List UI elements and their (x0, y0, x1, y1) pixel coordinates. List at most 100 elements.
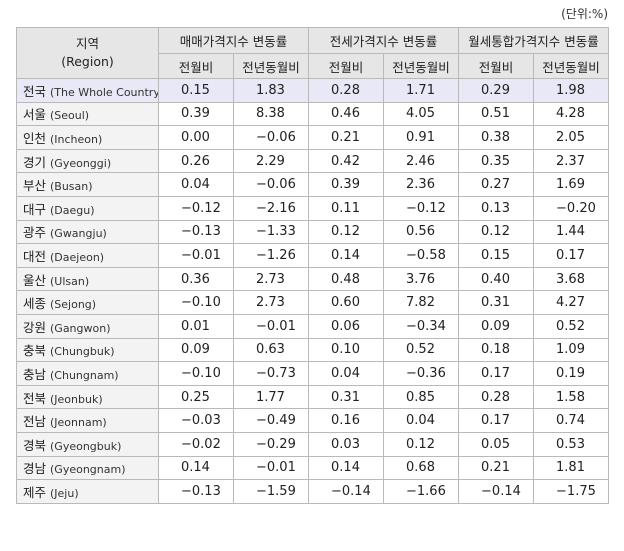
region-name-ko: 전남 (23, 414, 47, 430)
value-cell: 0.06 (308, 313, 385, 339)
value-cell: −0.12 (383, 195, 460, 221)
region-name-en: (Busan) (50, 180, 93, 194)
value-cell: 8.38 (232, 101, 310, 127)
value-cell: 2.73 (232, 290, 310, 315)
value-cell: 0.46 (308, 101, 385, 127)
region-name-en: (The Whole Country) (50, 85, 159, 99)
value-cell: −1.33 (232, 219, 310, 245)
value-cell: 0.14 (308, 243, 385, 268)
value-cell: 0.11 (308, 195, 385, 221)
region-name-en: (Jeonbuk) (50, 392, 103, 406)
value-cell: 0.12 (383, 431, 460, 457)
value-cell: 2.37 (533, 148, 610, 174)
value-cell: 0.52 (533, 313, 610, 339)
unit-label: (단위:%) (561, 7, 608, 21)
region-name-ko: 강원 (23, 319, 47, 335)
value-cell: −1.59 (232, 479, 310, 504)
table-row: 충북 (Chungbuk) 0.09 0.63 0.10 0.52 0.18 1.09 (16, 337, 610, 363)
value-cell: 2.29 (232, 148, 310, 174)
table-row: 제주 (Jeju) −0.13 −1.59 −0.14 −1.66 −0.14 −1.75 (16, 479, 610, 504)
region-cell: 충남 (Chungnam) (16, 361, 159, 386)
value-cell: −0.58 (383, 243, 460, 268)
value-cell: −1.66 (383, 479, 460, 504)
value-cell: −0.49 (232, 408, 310, 433)
value-cell: 0.21 (458, 455, 535, 481)
value-cell: 0.00 (158, 125, 234, 150)
region-name-ko: 경남 (23, 461, 47, 477)
value-cell: 0.05 (458, 431, 535, 457)
value-cell: 0.04 (383, 408, 460, 433)
value-cell: 0.15 (458, 243, 535, 268)
value-cell: 0.91 (383, 125, 460, 150)
value-cell: −0.01 (232, 313, 310, 339)
region-header-ko: 지역 (75, 36, 99, 51)
value-cell: −0.13 (158, 219, 234, 245)
value-cell: 2.05 (533, 125, 610, 150)
table-row: 대전 (Daejeon) −0.01 −1.26 0.14 −0.58 0.15 0.17 (16, 243, 610, 268)
value-cell: 0.16 (308, 408, 385, 433)
value-cell: 7.82 (383, 290, 460, 315)
table-row: 전북 (Jeonbuk) 0.25 1.77 0.31 0.85 0.28 1.58 (16, 384, 610, 410)
region-name-en: (Gyeongbuk) (50, 439, 122, 453)
value-cell: −0.14 (308, 479, 385, 504)
region-cell: 서울 (Seoul) (16, 101, 159, 127)
value-cell: 0.35 (458, 148, 535, 174)
region-cell: 부산 (Busan) (16, 172, 159, 197)
value-cell: 0.10 (308, 337, 385, 363)
region-name-en: (Gangwon) (50, 321, 111, 335)
value-cell: 0.60 (308, 290, 385, 315)
table-row: 강원 (Gangwon) 0.01 −0.01 0.06 −0.34 0.09 0.52 (16, 313, 610, 339)
value-cell: 1.44 (533, 219, 610, 245)
value-cell: −0.34 (383, 313, 460, 339)
region-name-ko: 전국 (23, 83, 47, 99)
region-name-en: (Daegu) (50, 203, 95, 217)
value-cell: 0.17 (458, 361, 535, 386)
table-row: 경기 (Gyeonggi) 0.26 2.29 0.42 2.46 0.35 2.37 (16, 148, 610, 174)
value-cell: 0.01 (158, 313, 234, 339)
value-cell: −0.36 (383, 361, 460, 386)
value-cell: −0.03 (158, 408, 234, 433)
value-cell: 0.18 (458, 337, 535, 363)
value-cell: 1.09 (533, 337, 610, 363)
region-name-ko: 대구 (23, 201, 47, 217)
value-cell: 1.81 (533, 455, 610, 481)
group-header-jeonse: 전세가격지수 변동률 (308, 27, 460, 54)
value-cell: 0.21 (308, 125, 385, 150)
value-cell: −0.06 (232, 172, 310, 197)
value-cell: 1.98 (533, 78, 610, 103)
subcol-header: 전년동월비 (383, 53, 460, 79)
value-cell: 1.77 (232, 384, 310, 410)
value-cell: 0.27 (458, 172, 535, 197)
table-row: 광주 (Gwangju) −0.13 −1.33 0.12 0.56 0.12 1.44 (16, 219, 610, 245)
value-cell: 4.28 (533, 101, 610, 127)
value-cell: 0.48 (308, 266, 385, 292)
value-cell: 0.51 (458, 101, 535, 127)
value-cell: 0.03 (308, 431, 385, 457)
subcol-header: 전월비 (308, 53, 385, 79)
group-header-monthly-rent: 월세통합가격지수 변동률 (458, 27, 610, 54)
value-cell: 0.31 (308, 384, 385, 410)
value-cell: 0.74 (533, 408, 610, 433)
region-cell: 전남 (Jeonnam) (16, 408, 159, 433)
value-cell: 0.15 (158, 78, 234, 103)
region-name-en: (Gyeongnam) (50, 463, 126, 477)
value-cell: −0.13 (158, 479, 234, 504)
region-cell: 경북 (Gyeongbuk) (16, 431, 159, 457)
region-cell: 충북 (Chungbuk) (16, 337, 159, 363)
region-name-ko: 광주 (23, 225, 47, 241)
region-cell: 강원 (Gangwon) (16, 313, 159, 339)
value-cell: 0.09 (158, 337, 234, 363)
region-name-en: (Jeju) (50, 486, 79, 500)
value-cell: −1.26 (232, 243, 310, 268)
value-cell: 1.83 (232, 78, 310, 103)
region-cell: 울산 (Ulsan) (16, 266, 159, 292)
value-cell: 2.73 (232, 266, 310, 292)
value-cell: 0.40 (458, 266, 535, 292)
table-row: 충남 (Chungnam) −0.10 −0.73 0.04 −0.36 0.17 0.19 (16, 361, 610, 386)
region-header-en: (Region) (61, 54, 114, 69)
value-cell: 0.63 (232, 337, 310, 363)
table-row: 서울 (Seoul) 0.39 8.38 0.46 4.05 0.51 4.28 (16, 101, 610, 127)
table-row: 세종 (Sejong) −0.10 2.73 0.60 7.82 0.31 4.27 (16, 290, 610, 315)
region-header: 지역 (Region) (16, 27, 159, 79)
value-cell: −0.06 (232, 125, 310, 150)
